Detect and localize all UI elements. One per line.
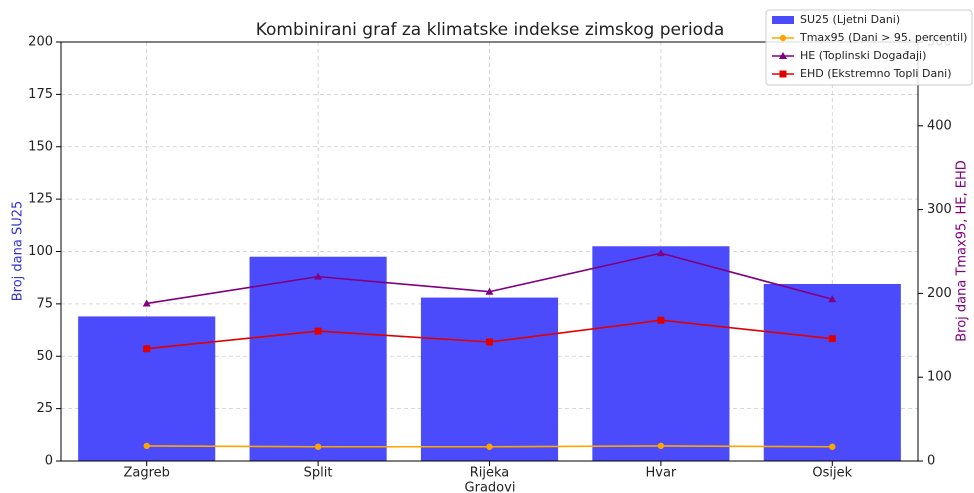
bar [592, 246, 730, 461]
x-tick-label: Osijek [812, 466, 852, 481]
y2-tick-label: 200 [927, 286, 952, 301]
marker [657, 316, 665, 324]
y-tick-label: 100 [28, 244, 53, 259]
marker [486, 338, 493, 346]
bar [420, 297, 559, 461]
legend-marker [779, 52, 787, 59]
y2-tick-label: 400 [927, 118, 952, 133]
marker [486, 443, 493, 450]
marker [656, 249, 665, 257]
legend-box [765, 9, 973, 86]
x-tick-label: Rijeka [470, 466, 510, 481]
y2-tick-label: 0 [927, 454, 935, 469]
legend-marker [779, 70, 787, 78]
marker [828, 335, 836, 343]
marker [314, 327, 322, 335]
marker [143, 345, 151, 353]
marker [314, 443, 322, 450]
y-tick-label: 75 [36, 296, 53, 311]
bar [249, 256, 387, 461]
marker [828, 295, 837, 303]
bar [763, 283, 901, 461]
legend-label: SU25 (Ljetni Dani) [800, 13, 900, 26]
x-tick-label: Hvar [646, 466, 677, 481]
legend-label: EHD (Ekstremno Topli Dani) [800, 67, 952, 80]
marker [657, 442, 665, 450]
legend-swatch [772, 16, 794, 24]
y-tick-label: 200 [28, 35, 53, 50]
legend-marker [779, 34, 787, 42]
legend: SU25 (Ljetni Dani) Tmax95 (Dani > 95. per… [765, 9, 973, 86]
y2-tick-label: 100 [927, 370, 952, 385]
y2-tick-label: 300 [927, 202, 952, 217]
x-tick-label: Zagreb [123, 466, 169, 481]
x-axis-label: Gradovi [465, 481, 516, 493]
x-tick-label: Split [304, 466, 333, 481]
marker [143, 442, 150, 450]
legend-label: HE (Toplinski Događaji) [800, 49, 926, 62]
marker [314, 272, 323, 280]
marker [142, 299, 151, 307]
y2-axis-label: Broj dana Tmax95, HE, EHD [955, 160, 970, 342]
y-tick-label: 25 [36, 401, 53, 416]
chart-title: Kombinirani graf za klimatske indekse zi… [256, 20, 725, 40]
y-tick-label: 175 [28, 87, 53, 102]
y-tick-label: 125 [28, 192, 53, 207]
y-tick-label: 0 [45, 454, 53, 469]
y-tick-label: 150 [28, 139, 53, 154]
marker [485, 287, 494, 295]
legend-label: Tmax95 (Dani > 95. percentil) [799, 31, 967, 44]
bar [78, 316, 216, 461]
marker [829, 443, 836, 450]
y-axis-label: Broj dana SU25 [11, 201, 26, 302]
y-tick-label: 50 [36, 349, 53, 364]
